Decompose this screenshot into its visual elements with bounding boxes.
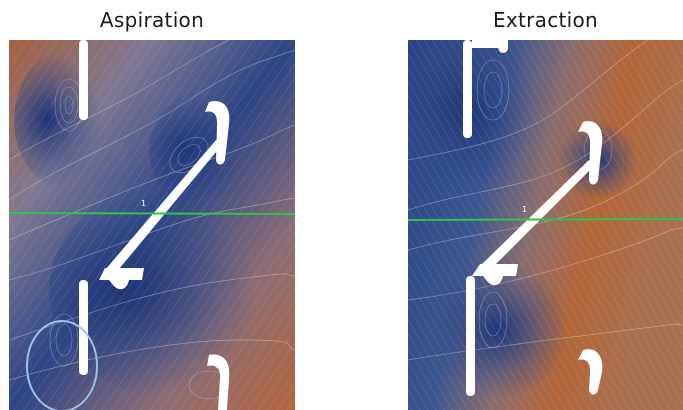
blade-hook bbox=[578, 121, 603, 185]
blade-diagonal bbox=[480, 160, 594, 272]
reference-line bbox=[9, 212, 295, 215]
blade-top-cap bbox=[472, 40, 508, 53]
reference-marker-label: 1 bbox=[522, 205, 527, 214]
blade-foot bbox=[472, 264, 518, 286]
streamlines bbox=[9, 40, 295, 381]
aspiration-streamline-svg: 1 bbox=[9, 40, 295, 410]
aspiration-title: Aspiration bbox=[99, 8, 205, 32]
blade-top bbox=[463, 40, 472, 138]
blade-hook-lower bbox=[207, 354, 230, 410]
blade-lower bbox=[466, 276, 475, 396]
blade-lower bbox=[79, 280, 88, 375]
reference-marker-label: 1 bbox=[141, 199, 146, 208]
blade-hook bbox=[205, 101, 230, 165]
vortex-swirls bbox=[49, 78, 230, 400]
blade-diagonal bbox=[105, 140, 221, 275]
blade-top bbox=[79, 40, 88, 120]
extraction-streamline-svg: 1 bbox=[408, 40, 683, 410]
reference-line bbox=[408, 218, 683, 221]
extraction-streamline-image: 1 bbox=[408, 40, 683, 410]
airfoil-blades bbox=[79, 40, 230, 410]
aspiration-streamline-image: 1 bbox=[9, 40, 295, 410]
highlight-circle bbox=[26, 320, 98, 410]
airfoil-blades bbox=[463, 40, 603, 396]
vortex-swirls bbox=[476, 59, 613, 349]
blade-hook-lower bbox=[578, 349, 603, 395]
extraction-title: Extraction bbox=[492, 8, 599, 32]
blade-foot bbox=[99, 268, 144, 290]
streamline-texture bbox=[408, 40, 683, 410]
